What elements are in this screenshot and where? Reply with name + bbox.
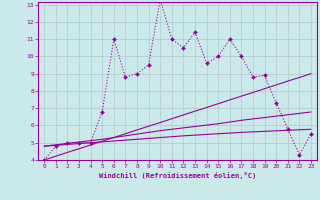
X-axis label: Windchill (Refroidissement éolien,°C): Windchill (Refroidissement éolien,°C) [99, 172, 256, 179]
